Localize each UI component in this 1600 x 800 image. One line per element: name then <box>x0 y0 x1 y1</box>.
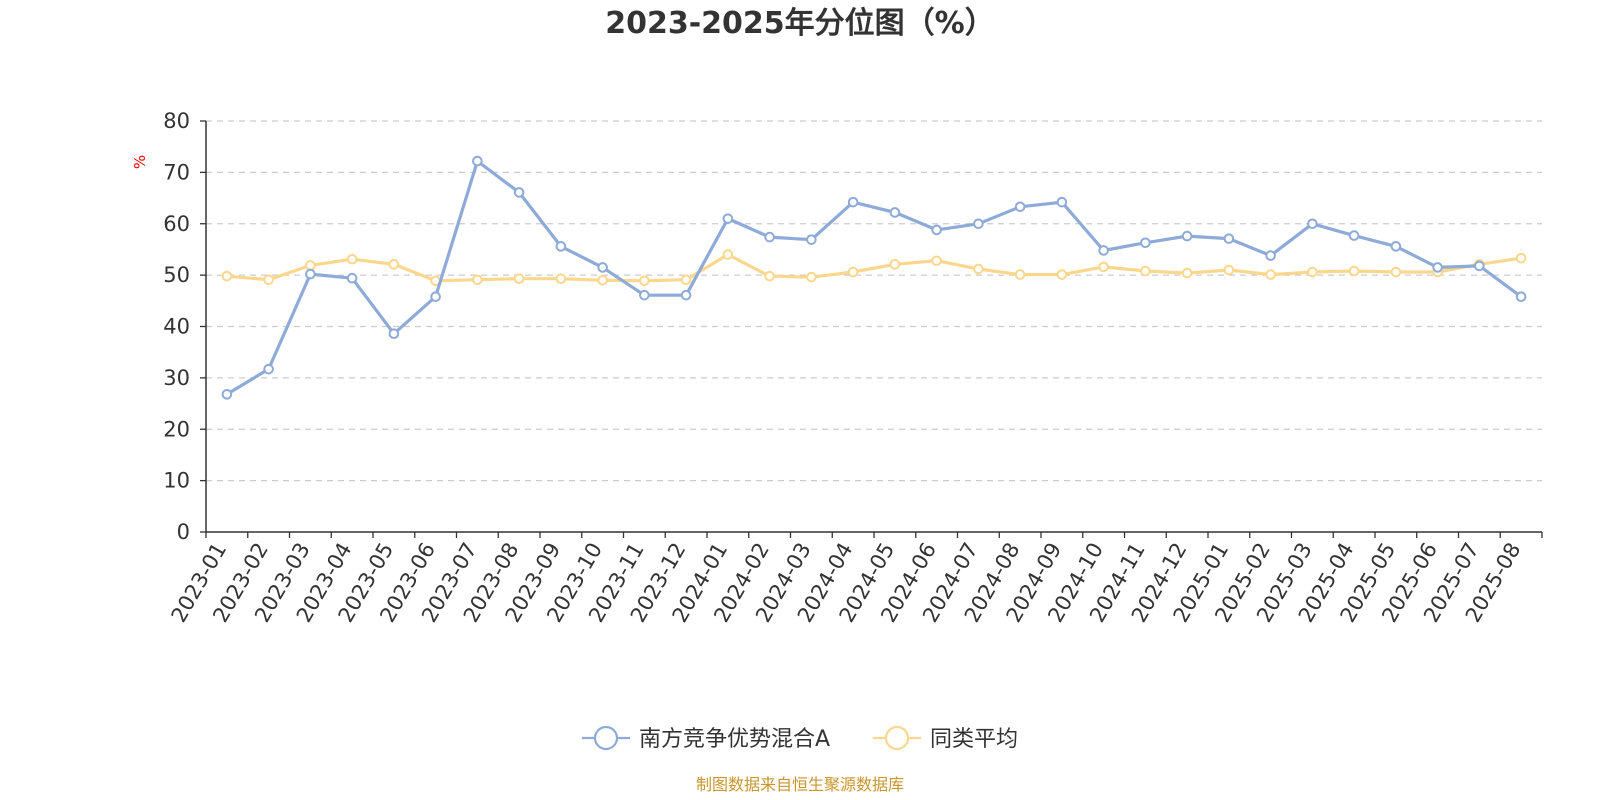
data-point[interactable] <box>1265 250 1276 261</box>
data-point[interactable] <box>722 249 734 260</box>
data-point[interactable] <box>1307 266 1318 278</box>
y-tick-label: 40 <box>163 315 190 339</box>
data-point[interactable] <box>555 241 567 252</box>
data-point[interactable] <box>764 231 775 243</box>
data-point[interactable] <box>221 270 233 282</box>
data-point[interactable] <box>639 289 650 301</box>
series-line <box>225 253 1523 283</box>
series-layer <box>221 155 1527 400</box>
data-point[interactable] <box>472 274 483 286</box>
legend[interactable]: 南方竞争优势混合A 同类平均 <box>582 725 1018 752</box>
y-tick-label: 70 <box>163 160 190 184</box>
legend-item[interactable]: 南方竞争优势混合A <box>582 725 830 752</box>
data-point[interactable] <box>263 363 274 375</box>
data-point[interactable] <box>1223 233 1235 244</box>
legend-label: 同类平均 <box>930 727 1018 752</box>
y-axis-unit-label: % <box>131 155 149 169</box>
data-point[interactable] <box>388 259 400 270</box>
series-line <box>225 159 1523 396</box>
data-point[interactable] <box>806 234 817 245</box>
data-point[interactable] <box>973 263 984 275</box>
data-point[interactable] <box>597 262 608 273</box>
data-point[interactable] <box>1474 260 1485 272</box>
data-point[interactable] <box>1348 230 1360 241</box>
data-point[interactable] <box>1014 201 1026 213</box>
data-point[interactable] <box>263 274 274 286</box>
data-point[interactable] <box>1265 269 1276 280</box>
y-tick-label: 20 <box>163 417 190 441</box>
data-point[interactable] <box>680 289 692 301</box>
data-point[interactable] <box>430 291 441 303</box>
y-tick-label: 80 <box>163 109 190 133</box>
data-point[interactable] <box>1348 265 1360 277</box>
data-point[interactable] <box>346 272 358 284</box>
data-point[interactable] <box>1098 245 1109 256</box>
data-point[interactable] <box>1307 218 1318 230</box>
data-point[interactable] <box>1056 269 1068 280</box>
y-tick-label: 10 <box>163 469 190 493</box>
data-point[interactable] <box>221 389 233 400</box>
data-source-note: 制图数据来自恒生聚源数据库 <box>696 775 904 794</box>
data-point[interactable] <box>1432 262 1443 273</box>
y-tick-label: 50 <box>163 263 190 287</box>
data-point[interactable] <box>931 224 942 236</box>
data-point[interactable] <box>1223 264 1235 276</box>
series-1 <box>221 249 1527 287</box>
data-point[interactable] <box>513 187 525 198</box>
data-point[interactable] <box>346 253 358 265</box>
data-point[interactable] <box>639 275 650 287</box>
data-point[interactable] <box>597 274 608 286</box>
y-tick-label: 30 <box>163 366 190 390</box>
data-point[interactable] <box>1390 266 1402 278</box>
data-point[interactable] <box>1014 269 1026 280</box>
data-point[interactable] <box>305 268 316 280</box>
data-point[interactable] <box>388 328 400 339</box>
data-point[interactable] <box>931 255 942 267</box>
legend-marker-icon <box>884 725 910 751</box>
data-point[interactable] <box>513 273 525 285</box>
legend-marker-icon <box>593 725 619 751</box>
data-point[interactable] <box>847 266 859 278</box>
data-point[interactable] <box>764 270 775 282</box>
legend-label: 南方竞争优势混合A <box>639 727 830 752</box>
data-point[interactable] <box>472 155 483 167</box>
legend-item[interactable]: 同类平均 <box>873 725 1018 752</box>
data-point[interactable] <box>847 196 859 208</box>
data-point[interactable] <box>680 274 692 286</box>
grid-lines <box>206 120 1542 482</box>
y-tick-label: 0 <box>177 520 190 544</box>
series-0 <box>221 155 1527 400</box>
data-point[interactable] <box>1140 265 1151 277</box>
data-point[interactable] <box>1056 196 1068 208</box>
data-point[interactable] <box>1098 261 1109 273</box>
chart-title: 2023-2025年分位图（%） <box>605 6 995 41</box>
data-point[interactable] <box>973 218 984 230</box>
data-point[interactable] <box>1181 230 1193 242</box>
data-point[interactable] <box>1140 237 1151 249</box>
data-point[interactable] <box>305 260 316 271</box>
data-point[interactable] <box>555 273 567 285</box>
y-tick-label: 60 <box>163 212 190 236</box>
data-point[interactable] <box>889 259 901 270</box>
data-point[interactable] <box>889 207 901 218</box>
data-point[interactable] <box>1515 252 1527 264</box>
data-point[interactable] <box>1181 267 1193 279</box>
data-point[interactable] <box>722 213 734 224</box>
data-point[interactable] <box>1515 291 1527 303</box>
axes: 010203040506070802023-012023-022023-0320… <box>163 109 1543 626</box>
data-point[interactable] <box>806 271 817 283</box>
data-point[interactable] <box>1390 241 1402 252</box>
